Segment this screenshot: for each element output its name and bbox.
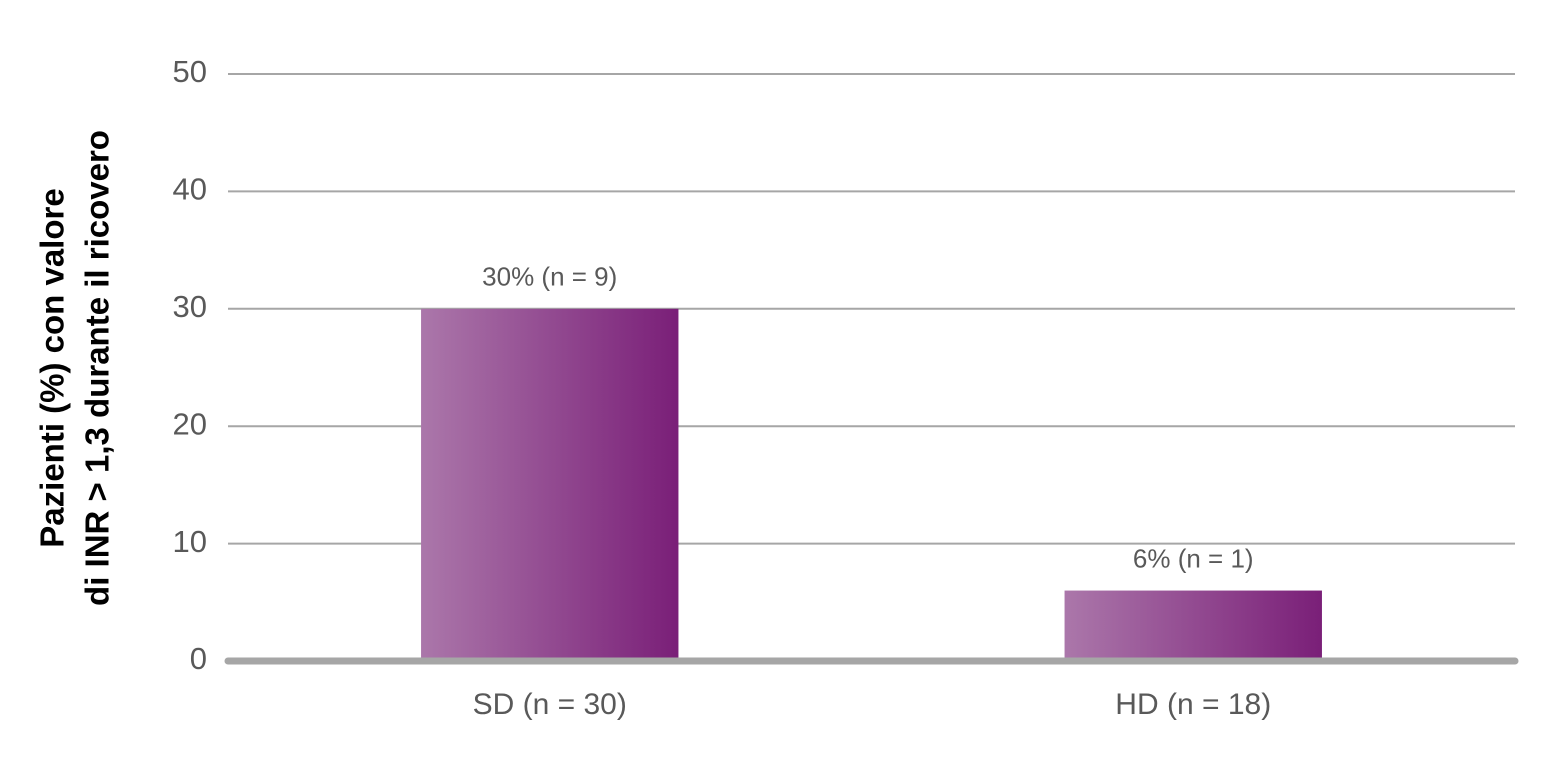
bar [421,308,679,661]
x-tick-label: HD (n = 18) [1115,688,1271,721]
value-label: 30% (n = 9) [482,262,617,292]
x-tick-label: SD (n = 30) [473,688,627,721]
value-label: 6% (n = 1) [1133,543,1254,573]
y-axis-label: Pazienti (%) con valore [34,188,71,547]
y-tick-label: 0 [190,641,207,676]
y-tick-label: 30 [173,289,207,324]
y-tick-label: 20 [173,406,207,441]
y-tick-label: 40 [173,172,207,207]
bar [1064,590,1322,661]
y-axis-label: di INR > 1,3 durante il ricovero [79,130,116,606]
y-tick-label: 10 [173,524,207,559]
y-tick-label: 50 [173,54,207,89]
